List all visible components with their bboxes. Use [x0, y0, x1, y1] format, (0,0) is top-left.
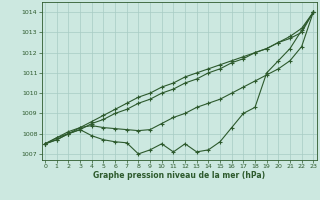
X-axis label: Graphe pression niveau de la mer (hPa): Graphe pression niveau de la mer (hPa) [93, 171, 265, 180]
